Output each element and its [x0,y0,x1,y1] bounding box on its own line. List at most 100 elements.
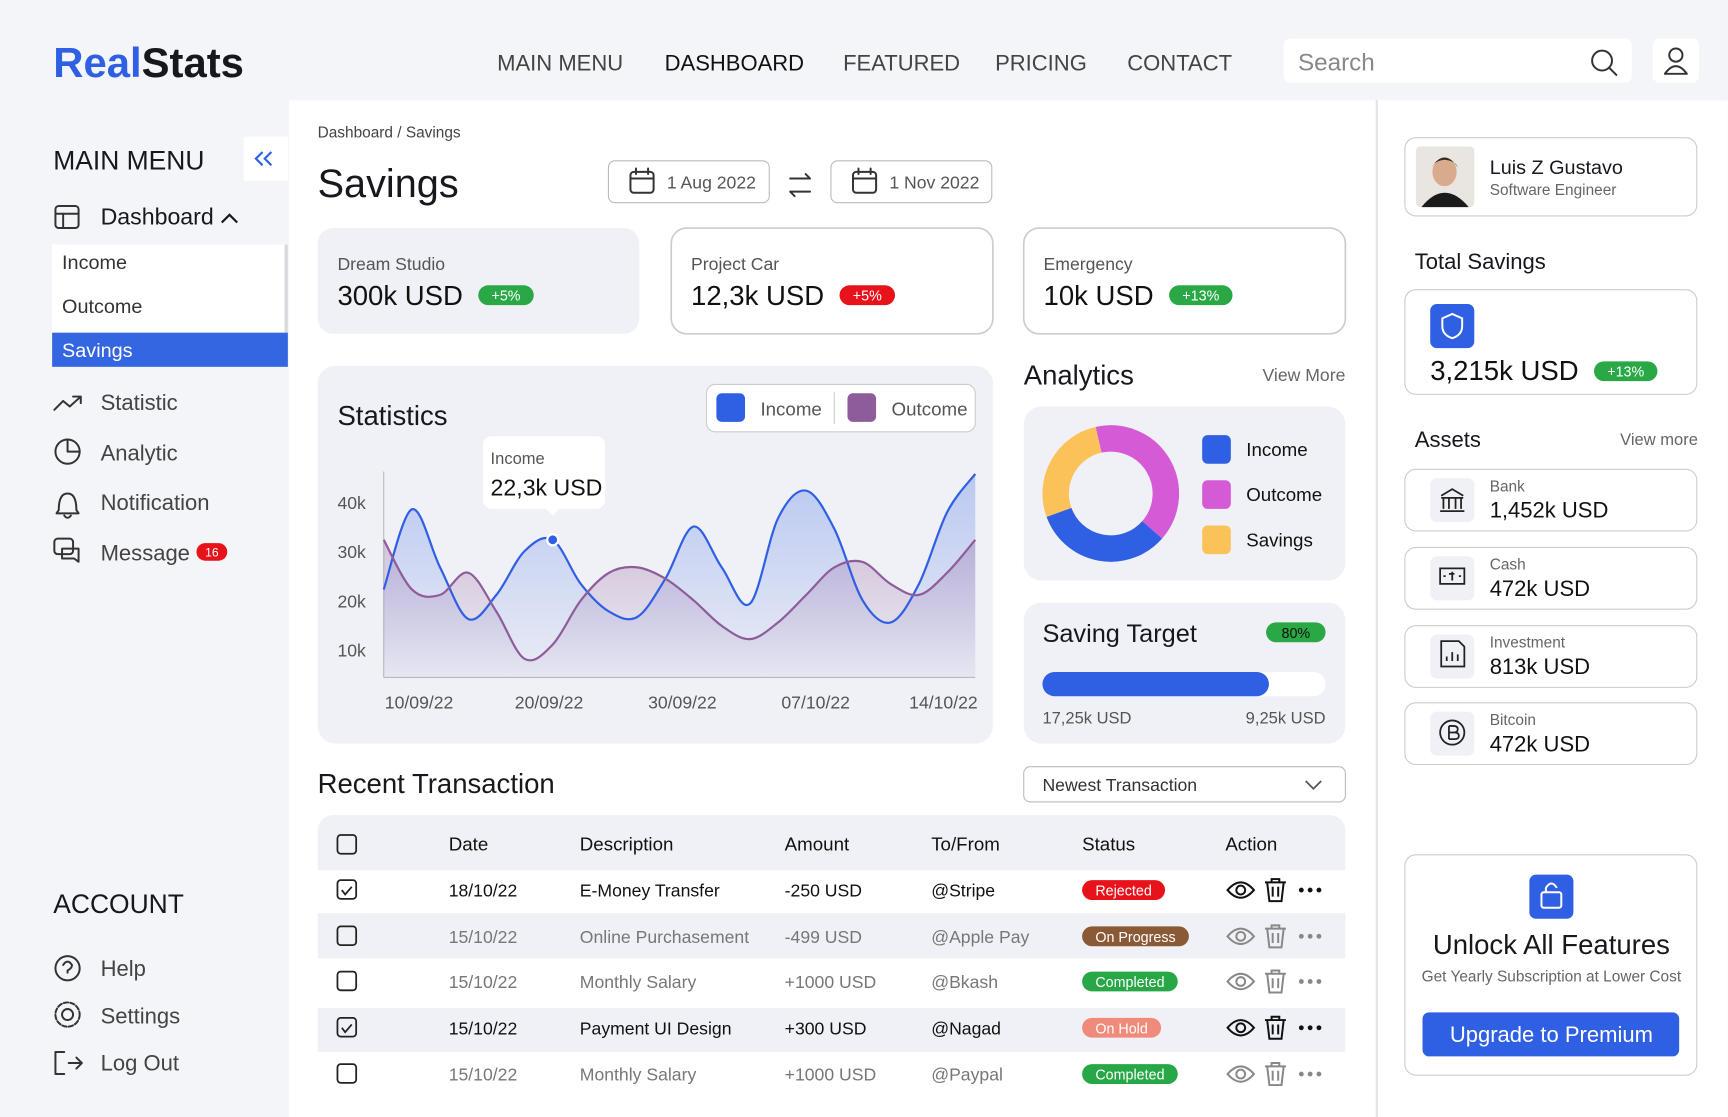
profile-card[interactable] [1404,137,1698,217]
asset-name: Cash [1490,557,1526,574]
assets-link[interactable]: View more [1620,430,1698,449]
user-button[interactable] [1652,38,1699,83]
cell-date: 18/10/22 [449,881,518,901]
more-dot[interactable] [1316,933,1322,939]
total-savings-amount: 3,215k USD [1430,355,1578,386]
submenu-item[interactable]: Savings [62,340,133,362]
more-dot[interactable] [1307,979,1313,984]
view-icon[interactable] [1226,1019,1256,1037]
delete-icon[interactable] [1264,1015,1286,1040]
logo[interactable]: RealStats [53,39,244,86]
checkbox[interactable] [336,1063,358,1084]
cell-description: E-Money Transfer [580,881,720,901]
checkbox[interactable] [336,834,358,855]
search-icon[interactable] [1591,49,1618,76]
more-dot[interactable] [1307,1071,1313,1077]
nav-link[interactable]: CONTACT [1127,51,1232,76]
view-icon[interactable] [1226,881,1256,899]
asset-icon-bg [1430,711,1475,756]
submenu-item[interactable]: Outcome [62,296,142,318]
checkbox[interactable] [336,1016,358,1038]
asset-icon [1440,488,1465,513]
filter-dropdown[interactable] [1023,766,1346,803]
cell-party: @Bkash [931,972,998,992]
cell-amount: -250 USD [785,881,862,901]
change-badge-text: +5% [853,289,882,305]
nav-link[interactable]: MAIN MENU [497,51,623,76]
cell-amount: +1000 USD [785,972,877,992]
nav-link[interactable]: DASHBOARD [665,51,804,76]
checkbox[interactable] [336,925,358,947]
column-header: Amount [785,833,850,854]
goal-name: Project Car [691,254,779,274]
account-item[interactable]: Log Out [101,1051,179,1076]
asset-card[interactable] [1404,546,1698,610]
nav-link[interactable]: PRICING [995,51,1087,76]
cell-description: Monthly Salary [580,972,697,992]
nav-link[interactable]: FEATURED [843,51,960,76]
lock-bg [1529,874,1574,919]
more-dot[interactable] [1298,1071,1304,1077]
menu-item[interactable]: Notification [101,490,210,515]
more-dot[interactable] [1307,933,1313,939]
submenu-item[interactable]: Income [62,252,127,274]
more-dot[interactable] [1298,887,1304,893]
change-badge-text: Completed [1095,1068,1164,1084]
delete-icon[interactable] [1264,878,1286,903]
x-tick-label: 10/09/22 [385,692,454,712]
more-dot[interactable] [1316,979,1322,984]
legend-label: Outcome [892,398,968,419]
checkbox[interactable] [336,970,358,992]
menu-dashboard[interactable]: Dashboard [101,204,214,230]
delete-icon[interactable] [1264,924,1286,949]
cell-amount: +1000 USD [785,1065,877,1085]
view-icon[interactable] [1226,972,1256,991]
asset-card[interactable] [1404,468,1698,532]
more-dot[interactable] [1298,1025,1304,1031]
total-savings-title: Total Savings [1415,249,1546,274]
view-icon[interactable] [1226,927,1256,946]
series-line [382,473,977,624]
row-bg [317,870,1346,914]
profile-name: Luis Z Gustavo [1490,157,1623,179]
analytics-link[interactable]: View More [1263,365,1346,385]
shield-bg [1430,304,1475,349]
logo-second: Stats [142,39,244,86]
goal-card [317,228,640,334]
account-item[interactable]: Settings [101,1003,181,1028]
asset-card[interactable] [1404,625,1698,688]
cell-date: 15/10/22 [449,1018,518,1038]
more-dot[interactable] [1298,979,1304,984]
transactions-title: Recent Transaction [318,768,555,799]
more-dot[interactable] [1316,887,1322,893]
saving-current: 17,25k USD [1042,709,1131,728]
asset-card[interactable] [1404,702,1698,766]
logo-first: Real [53,39,141,86]
search-box[interactable] [1283,38,1632,83]
menu-item[interactable]: Analytic [101,440,178,465]
more-dot[interactable] [1307,887,1313,893]
menu-item[interactable]: Message [101,541,190,566]
menu-item[interactable]: Statistic [101,390,178,415]
account-item[interactable]: Help [101,956,146,981]
more-dot[interactable] [1298,933,1304,939]
page-title: Savings [318,162,459,206]
more-dot[interactable] [1316,1071,1322,1077]
upgrade-button[interactable] [1422,1012,1680,1057]
column-header: Action [1225,833,1277,854]
checkbox[interactable] [336,879,358,900]
delete-icon[interactable] [1264,1062,1286,1087]
asset-name: Bank [1490,478,1525,495]
delete-icon[interactable] [1264,969,1286,994]
donut-chart: Income Outcome Savings [1042,425,1322,562]
y-tick-label: 10k [337,641,366,661]
total-savings: 3,215k USD +13% [1430,355,1658,386]
cell-description: Monthly Salary [580,1065,697,1085]
more-dot[interactable] [1307,1025,1313,1031]
change-badge-text: Rejected [1095,884,1152,900]
asset-icon [1439,567,1466,585]
view-icon[interactable] [1226,1065,1256,1083]
change-badge-text: On Progress [1095,930,1175,946]
more-dot[interactable] [1316,1025,1322,1031]
